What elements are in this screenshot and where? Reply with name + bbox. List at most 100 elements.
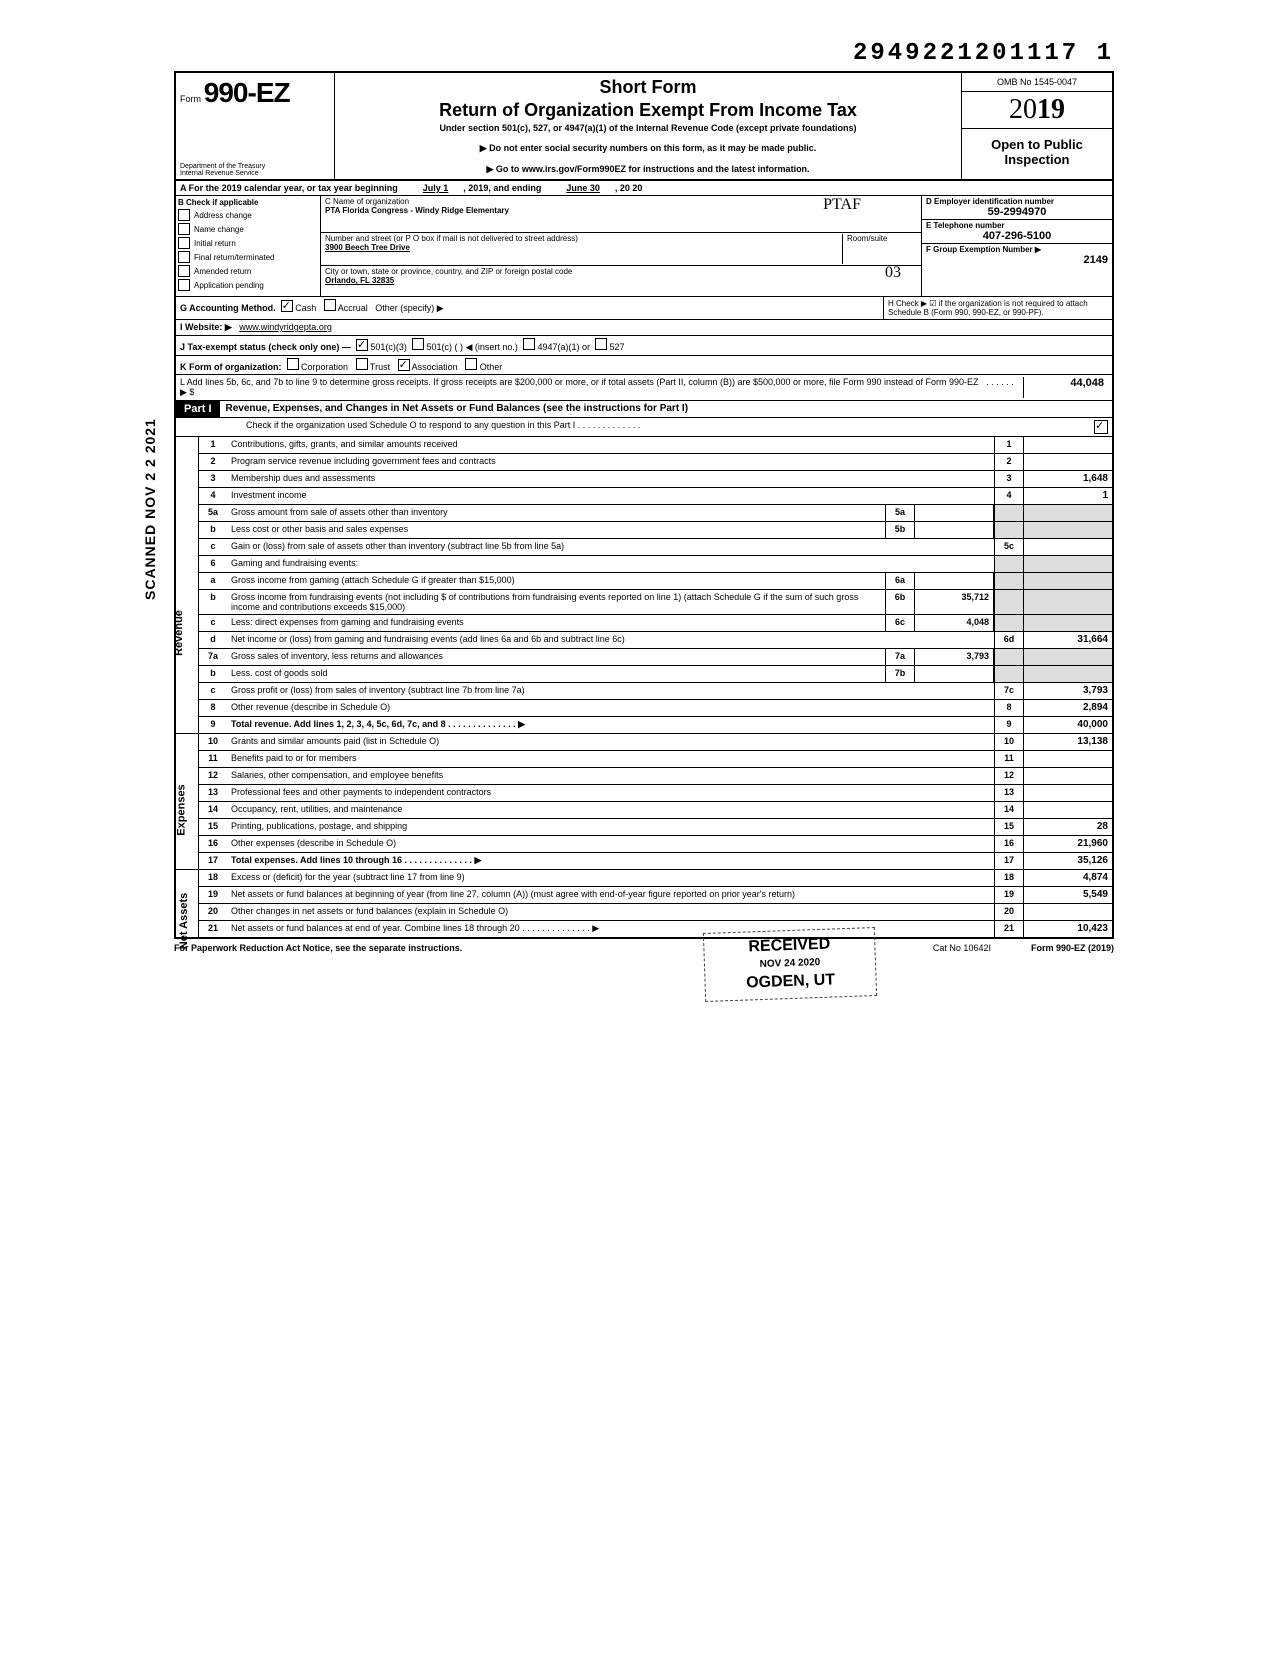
omb-number: OMB No 1545-0047 bbox=[962, 73, 1112, 92]
chk-schedule-o[interactable] bbox=[1094, 420, 1108, 434]
tax-year: 2019 bbox=[962, 92, 1112, 129]
handwritten-03: 03 bbox=[885, 264, 901, 282]
chk-address-change[interactable] bbox=[178, 209, 190, 221]
line-num: 9 bbox=[199, 717, 227, 733]
lbl-accrual: Accrual bbox=[338, 303, 368, 313]
line-desc: Excess or (deficit) for the year (subtra… bbox=[227, 870, 994, 886]
end-num-shaded bbox=[994, 666, 1023, 682]
line-desc: Gain or (loss) from sale of assets other… bbox=[227, 539, 994, 555]
line-num: 5a bbox=[199, 505, 227, 521]
line-num: 17 bbox=[199, 853, 227, 869]
line-desc: Less cost or other basis and sales expen… bbox=[227, 522, 885, 538]
end-amt bbox=[1023, 539, 1112, 555]
line-num: b bbox=[199, 522, 227, 538]
end-num: 21 bbox=[994, 921, 1023, 937]
mid-amt bbox=[915, 522, 994, 538]
end-amt-shaded bbox=[1023, 666, 1112, 682]
chk-corporation[interactable] bbox=[287, 358, 299, 370]
chk-501c3[interactable] bbox=[356, 339, 368, 351]
end-amt bbox=[1023, 904, 1112, 920]
line-desc: Net income or (loss) from gaming and fun… bbox=[227, 632, 994, 648]
end-num: 7c bbox=[994, 683, 1023, 699]
end-num: 1 bbox=[994, 437, 1023, 453]
col-d-ein: D Employer identification number 59-2994… bbox=[922, 196, 1112, 296]
e-label: E Telephone number bbox=[926, 221, 1005, 230]
mid-box: 5a bbox=[885, 505, 915, 521]
end-amt: 21,960 bbox=[1023, 836, 1112, 852]
short-form-label: Short Form bbox=[339, 77, 957, 98]
chk-other-form[interactable] bbox=[465, 358, 477, 370]
mid-box: 7a bbox=[885, 649, 915, 665]
lbl-other-method: Other (specify) ▶ bbox=[375, 303, 443, 313]
end-num-shaded bbox=[994, 649, 1023, 665]
lbl-501c3: 501(c)(3) bbox=[370, 342, 407, 352]
line-num: 6 bbox=[199, 556, 227, 572]
mid-box: 6c bbox=[885, 615, 915, 631]
end-num-shaded bbox=[994, 573, 1023, 589]
footer-right: Form 990-EZ (2019) bbox=[1031, 943, 1114, 953]
end-amt: 5,549 bbox=[1023, 887, 1112, 903]
line-desc: Gross profit or (loss) from sales of inv… bbox=[227, 683, 994, 699]
end-amt: 28 bbox=[1023, 819, 1112, 835]
line-desc: Program service revenue including govern… bbox=[227, 454, 994, 470]
end-num-shaded bbox=[994, 522, 1023, 538]
i-label: I Website: ▶ bbox=[180, 322, 232, 332]
line-desc: Total revenue. Add lines 1, 2, 3, 4, 5c,… bbox=[227, 717, 994, 733]
line-desc: Total expenses. Add lines 10 through 16 … bbox=[227, 853, 994, 869]
line-desc: Contributions, gifts, grants, and simila… bbox=[227, 437, 994, 453]
chk-amended-return[interactable] bbox=[178, 265, 190, 277]
mid-amt: 35,712 bbox=[915, 590, 994, 614]
line-num: b bbox=[199, 666, 227, 682]
lbl-527: 527 bbox=[610, 342, 625, 352]
street-value: 3900 Beech Tree Drive bbox=[325, 243, 410, 252]
chk-accrual[interactable] bbox=[324, 299, 336, 311]
expenses-side-label: Expenses bbox=[176, 784, 188, 835]
line-num: 8 bbox=[199, 700, 227, 716]
chk-trust[interactable] bbox=[356, 358, 368, 370]
c-label: C Name of organization bbox=[325, 197, 409, 206]
mid-box: 5b bbox=[885, 522, 915, 538]
line-desc: Grants and similar amounts paid (list in… bbox=[227, 734, 994, 750]
form-footer: For Paperwork Reduction Act Notice, see … bbox=[174, 939, 1114, 957]
end-num: 2 bbox=[994, 454, 1023, 470]
line-15: 15Printing, publications, postage, and s… bbox=[199, 819, 1112, 836]
end-amt-shaded bbox=[1023, 522, 1112, 538]
revenue-side-label: Revenue bbox=[173, 610, 185, 656]
chk-association[interactable] bbox=[398, 359, 410, 371]
end-amt: 10,423 bbox=[1023, 921, 1112, 937]
chk-4947[interactable] bbox=[523, 338, 535, 350]
line-b: bLess cost or other basis and sales expe… bbox=[199, 522, 1112, 539]
end-amt: 40,000 bbox=[1023, 717, 1112, 733]
line-num: 3 bbox=[199, 471, 227, 487]
chk-501c[interactable] bbox=[412, 338, 424, 350]
mid-amt bbox=[915, 666, 994, 682]
row-a-end: June 30 bbox=[566, 183, 600, 193]
end-amt-shaded bbox=[1023, 590, 1112, 614]
chk-initial-return[interactable] bbox=[178, 237, 190, 249]
scanned-stamp: SCANNED NOV 2 2 2021 bbox=[142, 418, 158, 600]
line-num: 18 bbox=[199, 870, 227, 886]
line-16: 16Other expenses (describe in Schedule O… bbox=[199, 836, 1112, 853]
end-amt-shaded bbox=[1023, 615, 1112, 631]
chk-cash[interactable] bbox=[281, 300, 293, 312]
lbl-amended-return: Amended return bbox=[194, 267, 251, 276]
handwritten-ptaf: PTAF bbox=[823, 196, 861, 214]
end-num: 4 bbox=[994, 488, 1023, 504]
end-num-shaded bbox=[994, 615, 1023, 631]
chk-application-pending[interactable] bbox=[178, 279, 190, 291]
line-4: 4Investment income41 bbox=[199, 488, 1112, 505]
chk-name-change[interactable] bbox=[178, 223, 190, 235]
part-1-sub-text: Check if the organization used Schedule … bbox=[246, 420, 575, 430]
line-desc: Other expenses (describe in Schedule O) bbox=[227, 836, 994, 852]
end-num: 16 bbox=[994, 836, 1023, 852]
form-header: Form 990-EZ Department of the Treasury I… bbox=[174, 71, 1114, 181]
line-21: 21Net assets or fund balances at end of … bbox=[199, 921, 1112, 937]
chk-527[interactable] bbox=[595, 338, 607, 350]
end-num: 5c bbox=[994, 539, 1023, 555]
line-11: 11Benefits paid to or for members11 bbox=[199, 751, 1112, 768]
room-label: Room/suite bbox=[847, 234, 887, 243]
chk-final-return[interactable] bbox=[178, 251, 190, 263]
line-desc: Gross amount from sale of assets other t… bbox=[227, 505, 885, 521]
mid-box: 6b bbox=[885, 590, 915, 614]
line-num: c bbox=[199, 615, 227, 631]
